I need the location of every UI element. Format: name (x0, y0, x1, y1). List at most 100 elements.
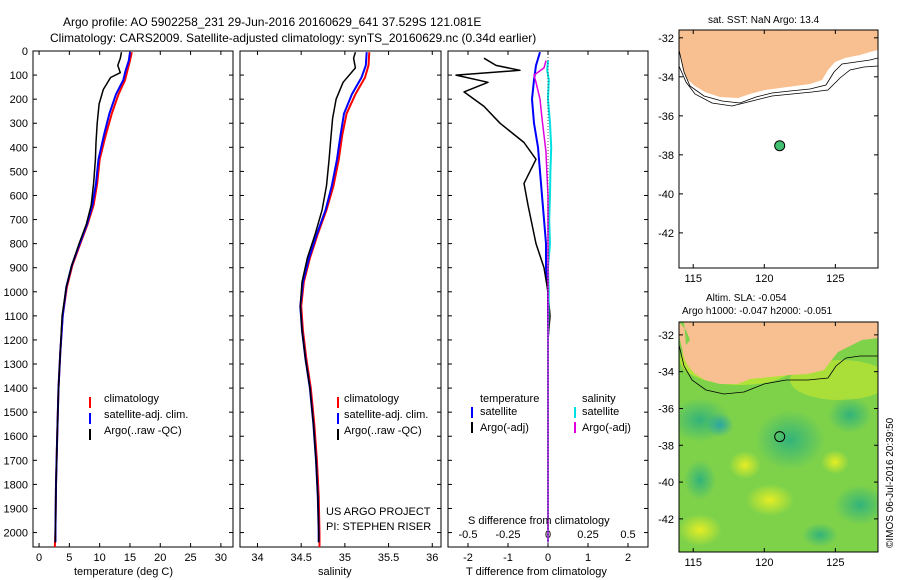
sst-depth-contour (679, 65, 878, 107)
depth-tick-label: 1200 (4, 335, 28, 347)
map-lon-label: 120 (755, 557, 773, 569)
sla-float-marker (774, 431, 786, 443)
map-lat-label: -32 (658, 33, 674, 45)
salinity-panel-frame (239, 50, 442, 548)
s-difference-tick-label: 0.5 (620, 529, 635, 541)
depth-tick-label: 1400 (4, 383, 28, 395)
salinity-legend: climatology satellite-adj. clim. Argo(..… (337, 393, 428, 440)
depth-tick-label: 1600 (4, 431, 28, 443)
project-name: US ARGO PROJECT (326, 506, 431, 518)
depth-tick-label: 1100 (4, 311, 28, 323)
depth-tick-label: 1700 (4, 455, 28, 467)
temperature-legend: climatology satellite-adj. clim. Argo(..… (89, 393, 188, 440)
legend-label-satellite: satellite-adj. clim. (344, 409, 428, 421)
difference-legend: temperature salinity satellite Argo(-adj… (471, 393, 631, 434)
difference-x-tick-label: 1 (585, 552, 591, 564)
sst-map-axes: -32 -34 -36 -38 -40 -42 115 120 125 (658, 30, 878, 285)
map-lon-label: 120 (755, 273, 773, 285)
map-lat-label: -38 (658, 150, 674, 162)
sla-map-area (679, 322, 878, 552)
series-satellite-adj-clim- (54, 52, 131, 543)
sst-float-marker (774, 140, 786, 152)
depth-tick-label: 400 (10, 142, 28, 154)
temperature-x-tick-label: 5 (66, 552, 72, 564)
header-line2: Climatology: CARS2009. Satellite-adjuste… (50, 31, 536, 45)
legend-label-s-satellite: satellite (582, 406, 619, 418)
salinity-xlabel: salinity (318, 566, 352, 578)
map-lat-label: -38 (658, 440, 674, 452)
temperature-x-tick-label: 15 (124, 552, 136, 564)
depth-tick-label: 1500 (4, 407, 28, 419)
map-lat-label: -32 (658, 330, 674, 342)
depth-axis: 0 100 200 300 400 500 600 700 800 900 1000 1100 1200… (4, 46, 648, 540)
salinity-x-tick-label: 35.5 (378, 552, 399, 564)
salinity-x-tick-label: 34.5 (290, 552, 311, 564)
s-difference-tick-label: 0.25 (577, 529, 598, 541)
difference-series (455, 51, 553, 547)
depth-tick-label: 600 (10, 190, 28, 202)
map-lat-label: -34 (658, 367, 674, 379)
legend-label-climatology: climatology (344, 393, 400, 405)
temperature-x-tick-label: 10 (94, 552, 106, 564)
salinity-difference-axis: -0.5 -0.25 0 0.25 0.5 (459, 529, 636, 541)
salinity-x-tick-label: 34 (251, 552, 263, 564)
project-pi: PI: STEPHEN RISER (326, 521, 431, 533)
depth-tick-label: 500 (10, 166, 28, 178)
depth-tick-label: 800 (10, 239, 28, 251)
depth-tick-label: 900 (10, 263, 28, 275)
depth-tick-label: 200 (10, 94, 28, 106)
legend-label-argo: Argo(..raw -QC) (344, 425, 422, 437)
sla-map-frame (678, 321, 879, 553)
salinity-x-tick-label: 35 (339, 552, 351, 564)
sla-depth-contour (679, 344, 878, 395)
imos-credit: ©IMOS 06-Jul-2016 20:39:50 (885, 417, 896, 548)
legend-title-salinity: salinity (582, 393, 616, 405)
sst-map-frame (678, 29, 879, 269)
depth-tick-label: 1300 (4, 359, 28, 371)
sla-map-title-line2: Argo h1000: -0.047 h2000: -0.051 (682, 306, 833, 317)
map-lon-label: 125 (826, 273, 844, 285)
s-difference-tick-label: -0.5 (459, 529, 478, 541)
map-lon-label: 115 (684, 557, 702, 569)
sst-land (679, 30, 878, 98)
depth-tick-label: 1800 (4, 479, 28, 491)
temperature-x-axis: 0 5 10 15 20 25 30 (36, 51, 227, 564)
series-argo-raw-qc- (54, 52, 123, 543)
difference-x-tick-label: -1 (503, 552, 513, 564)
depth-tick-label: 700 (10, 215, 28, 227)
sla-land (679, 322, 878, 384)
salinity-series (299, 51, 371, 547)
temperature-xlabel: temperature (deg C) (74, 566, 173, 578)
map-lat-label: -36 (658, 403, 674, 415)
series-climatology (300, 52, 371, 547)
sla-map-title-line1: Altim. SLA: -0.054 (706, 293, 787, 304)
difference-x-axis: -2 -1 0 1 2 (463, 51, 631, 564)
depth-tick-label: 100 (10, 70, 28, 82)
temperature-x-tick-label: 0 (36, 552, 42, 564)
difference-x-tick-label: 2 (625, 552, 631, 564)
depth-tick-label: 0 (22, 46, 28, 58)
sst-map-title: sat. SST: NaN Argo: 13.4 (708, 15, 820, 26)
depth-tick-label: 1000 (4, 287, 28, 299)
temperature-x-tick-label: 20 (154, 552, 166, 564)
map-lat-label: -40 (658, 189, 674, 201)
salinity-x-axis: 34 34.5 35 35.5 36 (251, 51, 438, 564)
legend-title-temperature: temperature (480, 393, 539, 405)
header-line1: Argo profile: AO 5902258_231 29-Jun-2016… (63, 15, 481, 29)
salinity-difference-label: S difference from climatology (468, 515, 610, 527)
temperature-x-tick-label: 25 (184, 552, 196, 564)
map-lat-label: -40 (658, 477, 674, 489)
salinity-x-tick-label: 36 (426, 552, 438, 564)
map-lat-label: -42 (658, 228, 674, 240)
map-lat-label: -42 (658, 514, 674, 526)
legend-label-satellite: satellite-adj. clim. (104, 409, 188, 421)
map-lon-label: 115 (684, 273, 702, 285)
legend-label-t-satellite: satellite (480, 406, 517, 418)
map-lon-label: 125 (826, 557, 844, 569)
series-satellite-adj-clim- (299, 52, 368, 543)
difference-x-tick-label: 0 (545, 552, 551, 564)
difference-x-tick-label: -2 (463, 552, 473, 564)
legend-label-t-argo: Argo(-adj) (480, 422, 529, 434)
depth-tick-label: 2000 (4, 528, 28, 540)
s-difference-tick-label: -0.25 (495, 529, 520, 541)
